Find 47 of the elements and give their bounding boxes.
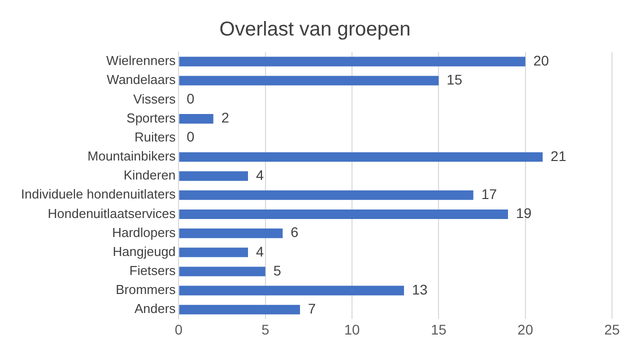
- data-label: 4: [256, 243, 264, 260]
- bar: [179, 266, 266, 276]
- x-tick-label: 20: [518, 321, 534, 338]
- bar: [179, 114, 214, 124]
- y-tick-label: Individuele hondenuitlaters: [20, 186, 176, 202]
- data-label: 6: [290, 224, 299, 240]
- y-tick-label: Hardlopers: [112, 224, 176, 240]
- data-label: 17: [481, 186, 498, 202]
- data-label: 0: [186, 128, 195, 145]
- y-tick-label: Kinderen: [124, 168, 176, 183]
- y-tick-label: Anders: [134, 301, 176, 316]
- x-tick-label: 25: [604, 321, 620, 338]
- x-tick-label: 15: [430, 321, 447, 338]
- y-tick-label: Wandelaars: [106, 72, 176, 88]
- chart-title: Overlast van groepen: [219, 18, 411, 41]
- data-label: 7: [308, 300, 316, 317]
- data-label: 5: [273, 262, 282, 278]
- y-tick-label: Ruiters: [134, 129, 176, 144]
- x-tick-label: 10: [344, 321, 360, 338]
- y-tick-label: Sporters: [126, 110, 176, 126]
- bar: [179, 190, 474, 200]
- y-tick-label: Vissers: [133, 91, 176, 106]
- y-tick-label: Hangjeugd: [112, 244, 176, 259]
- x-tick-label: 0: [174, 321, 183, 338]
- y-tick-label: Fietsers: [129, 263, 176, 278]
- data-label: 2: [221, 110, 230, 126]
- data-label: 15: [446, 71, 462, 88]
- x-tick-label: 5: [261, 321, 270, 338]
- data-label: 20: [533, 52, 550, 68]
- bar: [179, 56, 526, 66]
- y-tick-label: Brommers: [116, 282, 176, 298]
- bar: [179, 76, 439, 86]
- data-label: 19: [516, 205, 532, 222]
- bar: [179, 228, 283, 238]
- data-label: 4: [256, 166, 264, 183]
- bar: [179, 209, 508, 219]
- bar: [179, 286, 404, 296]
- y-tick-label: Hondenuitlaatservices: [48, 206, 176, 221]
- y-tick-label: Mountainbikers: [88, 148, 176, 164]
- bar: [179, 152, 543, 162]
- bar: [179, 304, 300, 314]
- data-label: 13: [412, 281, 428, 298]
- bar: [179, 171, 248, 181]
- data-label: 21: [550, 148, 566, 164]
- y-tick-label: Wielrenners: [106, 53, 176, 68]
- data-label: 0: [186, 90, 195, 107]
- bar: [179, 248, 248, 258]
